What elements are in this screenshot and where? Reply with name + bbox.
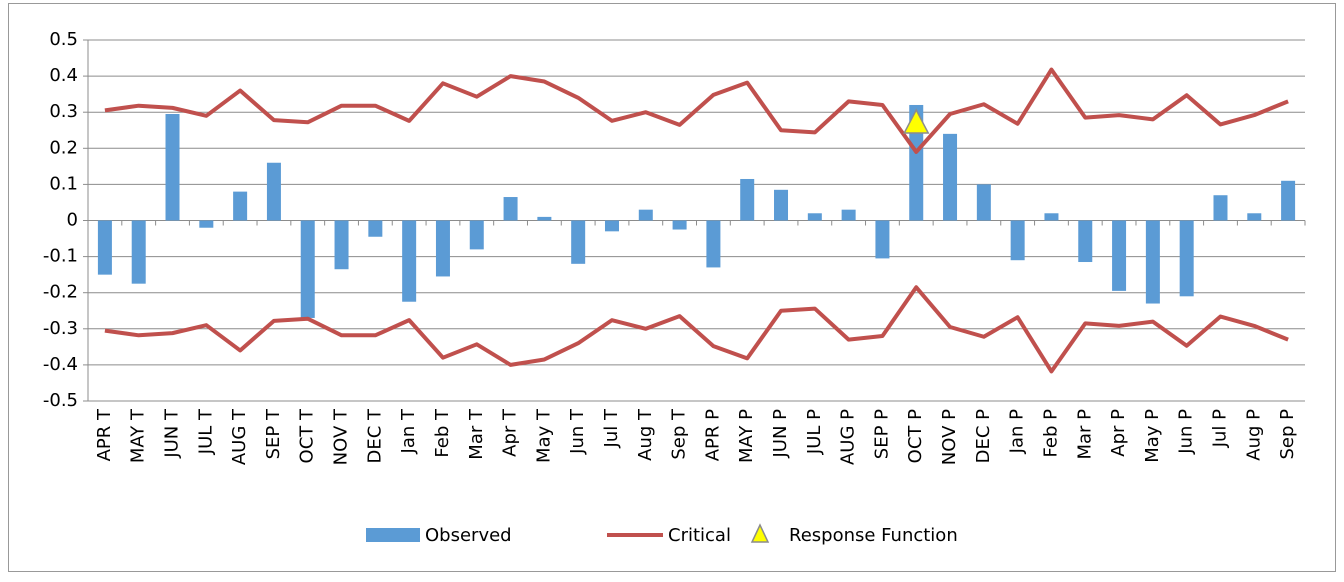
bar (1112, 220, 1127, 291)
y-tick-label: 0.3 (49, 101, 78, 122)
bar (97, 220, 112, 275)
x-tick-label: Apr P (1108, 409, 1129, 457)
x-tick-label: OCT P (905, 409, 926, 463)
x-tick-label: JUL P (804, 409, 825, 455)
y-tick-label: -0.3 (43, 318, 78, 339)
y-tick-label: -0.1 (43, 246, 78, 267)
x-tick-label: Jan T (398, 408, 419, 454)
bar (435, 220, 450, 277)
x-tick-label: Jan P (1007, 409, 1028, 454)
bar (909, 104, 924, 221)
x-tick-label: MAY P (736, 409, 757, 463)
bar (199, 220, 214, 228)
x-tick-label: Jun P (1176, 409, 1197, 455)
x-tick-label: MAY T (128, 408, 149, 463)
bar (1145, 220, 1160, 304)
bar (1078, 220, 1093, 263)
legend-label: Observed (425, 525, 512, 546)
legend-swatch (366, 528, 420, 542)
x-tick-label: Aug T (635, 408, 656, 461)
y-tick-label: 0.5 (49, 29, 78, 50)
chart-frame (8, 3, 1336, 572)
x-tick-label: JUN P (770, 409, 791, 459)
bar (131, 220, 146, 284)
y-tick-label: -0.4 (43, 354, 78, 375)
y-tick-label: 0.4 (49, 65, 78, 86)
x-tick-label: Mar T (466, 408, 487, 460)
bar (233, 191, 248, 221)
bar (469, 220, 484, 250)
x-tick-label: Feb P (1040, 409, 1061, 458)
bar (638, 209, 653, 221)
bar (368, 220, 383, 237)
x-tick-label: AUG T (229, 408, 250, 465)
bar (334, 220, 349, 270)
x-tick-label: JUN T (162, 408, 183, 459)
legend-label: Critical (668, 525, 731, 546)
bar (740, 178, 755, 221)
x-tick-label: Sep P (1277, 409, 1298, 460)
bar (1010, 220, 1025, 261)
x-tick-label: Jul T (601, 408, 622, 448)
x-tick-label: Jul P (1209, 409, 1230, 448)
y-tick-label: -0.2 (43, 282, 78, 303)
bar (875, 220, 890, 259)
x-tick-label: May T (533, 408, 554, 463)
x-tick-label: DEC P (973, 409, 994, 464)
bar (604, 220, 619, 232)
critical-line (104, 285, 1289, 374)
x-tick-label: Jun T (567, 408, 588, 455)
x-tick-label: DEC T (364, 408, 385, 464)
bar (537, 216, 552, 221)
bar (266, 162, 281, 221)
x-tick-label: Apr T (500, 408, 521, 457)
bar (1281, 180, 1296, 221)
x-tick-label: AUG P (838, 409, 859, 465)
x-tick-label: Sep T (669, 408, 690, 460)
response-marker (902, 108, 930, 134)
x-tick-label: APR P (702, 409, 723, 461)
bar (943, 133, 958, 221)
y-tick-label: 0.2 (49, 137, 78, 158)
x-tick-label: NOV T (331, 408, 352, 465)
x-tick-label: APR T (94, 408, 115, 461)
bar (672, 220, 687, 230)
y-tick-label: -0.5 (43, 390, 78, 411)
bar (402, 220, 417, 302)
x-tick-label: SEP T (263, 408, 284, 459)
bar (841, 209, 856, 221)
x-tick-label: NOV P (939, 409, 960, 465)
bar (503, 197, 518, 221)
bar (165, 114, 180, 221)
x-tick-label: May P (1142, 409, 1163, 463)
bar (1179, 220, 1194, 297)
y-tick-label: 0.1 (49, 173, 78, 194)
bar (1247, 213, 1262, 221)
x-tick-label: Mar P (1074, 409, 1095, 460)
x-tick-label: Feb T (432, 408, 453, 458)
bar (807, 213, 822, 221)
x-tick-label: Aug P (1243, 409, 1264, 461)
x-tick-label: OCT T (297, 408, 318, 463)
bar (1213, 195, 1228, 221)
bar (976, 184, 991, 221)
legend-label: Response Function (789, 525, 958, 546)
bar (706, 220, 721, 268)
x-tick-label: JUL T (195, 408, 216, 455)
bar (571, 220, 586, 264)
critical-line (104, 67, 1289, 154)
bar (1044, 213, 1059, 221)
bar (300, 220, 315, 318)
bar (774, 189, 789, 221)
legend-swatch (750, 523, 770, 543)
x-tick-label: SEP P (871, 409, 892, 459)
y-tick-label: 0 (67, 210, 78, 231)
